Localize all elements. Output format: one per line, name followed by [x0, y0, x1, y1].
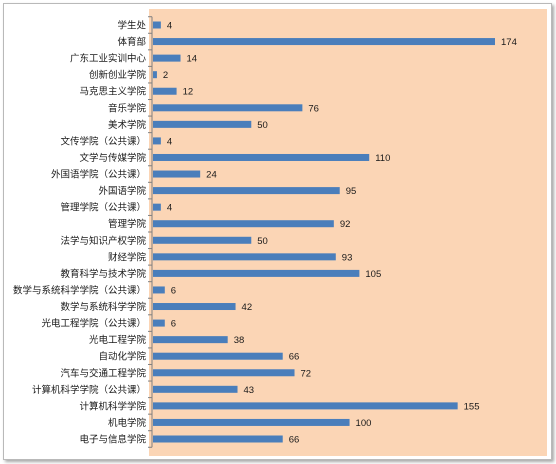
category-label: 外国语学院 — [98, 185, 146, 197]
bar — [153, 253, 336, 261]
data-label: 72 — [301, 368, 312, 379]
data-label: 110 — [375, 153, 390, 164]
category-label: 计算机科学学院（公共课） — [32, 384, 146, 396]
bar — [153, 418, 350, 426]
category-label: 外国语学院（公共课） — [51, 169, 146, 181]
bar — [153, 402, 458, 410]
data-label: 6 — [171, 285, 176, 296]
data-label: 155 — [464, 401, 480, 412]
bar — [153, 352, 283, 360]
category-label: 教育科学与技术学院 — [60, 268, 146, 280]
data-label: 2 — [163, 70, 168, 81]
bar — [153, 38, 495, 46]
bar — [153, 87, 177, 95]
category-label: 自动化学院 — [98, 351, 146, 363]
bar — [153, 269, 360, 277]
category-label: 计算机科学学院 — [79, 400, 146, 412]
bar — [153, 71, 157, 79]
bar — [153, 236, 252, 244]
category-label: 广东工业实训中心 — [70, 53, 147, 65]
data-label: 92 — [340, 219, 351, 230]
data-label: 4 — [167, 203, 172, 214]
data-label: 66 — [289, 352, 300, 363]
category-label: 光电工程学院（公共课） — [41, 318, 146, 330]
chart-frame: 学生处体育部广东工业实训中心创新创业学院马克思主义学院音乐学院美术学院文传学院（… — [3, 3, 552, 460]
data-label: 76 — [308, 103, 319, 114]
bar-chart: 学生处体育部广东工业实训中心创新创业学院马克思主义学院音乐学院美术学院文传学院（… — [13, 9, 547, 456]
category-label: 管理学院 — [108, 218, 147, 230]
data-label: 43 — [244, 385, 255, 396]
bar — [153, 336, 228, 344]
bar — [153, 54, 181, 62]
bar — [153, 220, 334, 228]
category-label: 光电工程学院 — [89, 334, 147, 346]
data-label: 14 — [187, 54, 198, 65]
bar — [153, 303, 236, 311]
data-label: 6 — [171, 319, 176, 330]
data-label: 50 — [257, 236, 268, 247]
bar — [153, 153, 370, 161]
category-label: 学生处 — [117, 20, 146, 32]
category-label: 创新创业学院 — [89, 69, 147, 81]
category-label: 财经学院 — [108, 251, 147, 263]
bar — [153, 120, 252, 128]
data-label: 105 — [365, 269, 381, 280]
bar — [153, 137, 161, 145]
category-label: 汽车与交通工程学院 — [60, 367, 146, 379]
category-label: 美术学院 — [108, 119, 147, 131]
bar — [153, 21, 161, 29]
bar — [153, 286, 165, 294]
category-label: 机电学院 — [108, 417, 147, 429]
data-label: 12 — [183, 87, 194, 98]
bar — [153, 187, 340, 195]
category-label: 文学与传媒学院 — [79, 152, 146, 164]
bar — [153, 319, 165, 327]
data-label: 24 — [206, 170, 217, 181]
data-label: 93 — [342, 252, 353, 263]
data-label: 66 — [289, 435, 300, 446]
bar — [153, 435, 283, 443]
bar — [153, 170, 201, 178]
data-label: 50 — [257, 120, 268, 131]
category-label: 文传学院（公共课） — [60, 135, 146, 147]
data-label: 100 — [356, 418, 372, 429]
data-label: 4 — [167, 136, 172, 147]
category-label: 数学与系统科学学院 — [60, 301, 146, 313]
bar — [153, 203, 161, 211]
data-label: 4 — [167, 21, 172, 32]
data-label: 38 — [234, 335, 245, 346]
category-label: 管理学院（公共课） — [60, 202, 146, 214]
plot-area — [149, 9, 547, 456]
category-label: 音乐学院 — [108, 102, 147, 114]
bar — [153, 369, 295, 377]
category-label: 数学与系统科学学院（公共课） — [13, 284, 146, 296]
data-label: 42 — [242, 302, 253, 313]
bar — [153, 385, 238, 393]
category-label: 马克思主义学院 — [79, 86, 146, 98]
category-label: 电子与信息学院 — [79, 434, 146, 446]
data-label: 174 — [501, 37, 517, 48]
bar — [153, 104, 303, 112]
data-label: 95 — [346, 186, 357, 197]
category-label: 体育部 — [117, 36, 146, 48]
category-label: 法学与知识产权学院 — [60, 235, 146, 247]
